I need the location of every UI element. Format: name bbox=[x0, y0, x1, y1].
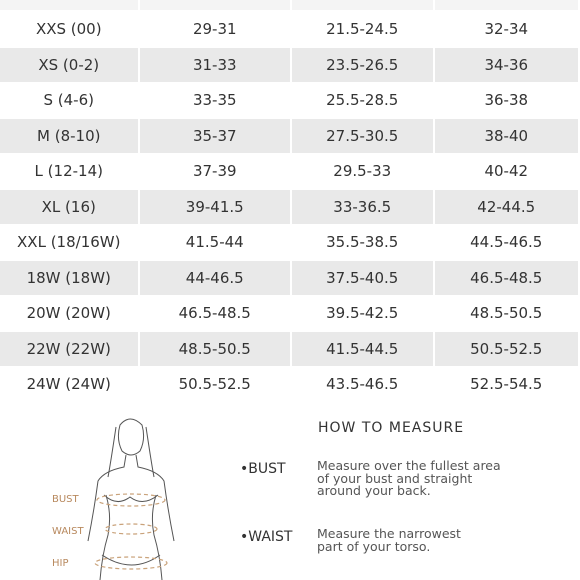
body-figure bbox=[87, 418, 175, 580]
cell: 32-34 bbox=[434, 12, 578, 46]
cell: XXL (18/16W) bbox=[0, 225, 138, 259]
item-text: Measure the narrowest bbox=[317, 526, 461, 541]
item-text: of your bust and straight bbox=[317, 470, 473, 486]
item-label: •BUST bbox=[240, 461, 286, 477]
cell: M (8-10) bbox=[0, 118, 138, 153]
cell: 20W (20W) bbox=[0, 296, 138, 330]
cell: XL (16) bbox=[0, 189, 138, 224]
cell: 24W (24W) bbox=[0, 367, 138, 401]
table-row: XS (0-2) 31-33 23.5-26.5 34-36 bbox=[0, 47, 580, 82]
cell: 35.5-38.5 bbox=[291, 225, 433, 259]
cell: 44-46.5 bbox=[139, 260, 290, 295]
section-title: HOW TO MEASURE bbox=[318, 420, 465, 436]
cell: 29.5-33 bbox=[291, 154, 433, 188]
cell: L (12-14) bbox=[0, 154, 138, 188]
cell: 39.5-42.5 bbox=[291, 296, 433, 330]
table-row: XL (16) 39-41.5 33-36.5 42-44.5 bbox=[0, 189, 580, 224]
cell: 50.5-52.5 bbox=[434, 331, 578, 366]
cell: 40-42 bbox=[434, 154, 578, 188]
cell: BUST(inch) bbox=[139, 0, 290, 10]
cell: 33-36.5 bbox=[291, 189, 433, 224]
table-row: 22W (22W) 48.5-50.5 41.5-44.5 50.5-52.5 bbox=[0, 331, 580, 366]
cell: 34-36 bbox=[434, 47, 578, 82]
cell: 23.5-26.5 bbox=[291, 47, 433, 82]
cell: XS (0-2) bbox=[0, 47, 138, 82]
cell: 43.5-46.5 bbox=[291, 367, 433, 401]
cell: 22W (22W) bbox=[0, 331, 138, 366]
item-text: part of your torso. bbox=[317, 538, 431, 554]
table-row: 18W (18W) 44-46.5 37.5-40.5 46.5-48.5 bbox=[0, 260, 580, 295]
cell: 41.5-44.5 bbox=[291, 331, 433, 366]
cell: 18W (18W) bbox=[0, 260, 138, 295]
item-label: •WAIST bbox=[240, 529, 293, 545]
cell: 46.5-48.5 bbox=[139, 296, 290, 330]
table-row: L (12-14) 37-39 29.5-33 40-42 bbox=[0, 154, 580, 188]
cell: XXS (00) bbox=[0, 12, 138, 46]
cell: 27.5-30.5 bbox=[291, 118, 433, 153]
cell: 36-38 bbox=[434, 83, 578, 117]
cell: WAIST(inch) bbox=[291, 0, 433, 10]
cell: 37.5-40.5 bbox=[291, 260, 433, 295]
cell: 41.5-44 bbox=[139, 225, 290, 259]
figure-label: BUST bbox=[52, 494, 79, 505]
cell: 37-39 bbox=[139, 154, 290, 188]
cell: 44.5-46.5 bbox=[434, 225, 578, 259]
figure-label: WAIST bbox=[52, 526, 84, 537]
table-row: XXL (18/16W) 41.5-44 35.5-38.5 44.5-46.5 bbox=[0, 225, 580, 259]
table-row: M (8-10) 35-37 27.5-30.5 38-40 bbox=[0, 118, 580, 153]
cell: 31-33 bbox=[139, 47, 290, 82]
cell: 29-31 bbox=[139, 12, 290, 46]
item-text: Measure over the fullest area bbox=[317, 458, 501, 473]
cell: 33-35 bbox=[139, 83, 290, 117]
cell: 21.5-24.5 bbox=[291, 12, 433, 46]
table-row: 24W (24W) 50.5-52.5 43.5-46.5 52.5-54.5 bbox=[0, 367, 580, 401]
item-text: around your back. bbox=[317, 483, 431, 498]
cell: 38-40 bbox=[434, 118, 578, 153]
cell: S (4-6) bbox=[0, 83, 138, 117]
cell: SIZE bbox=[0, 0, 138, 10]
cell: 42-44.5 bbox=[434, 189, 578, 224]
cell: 46.5-48.5 bbox=[434, 260, 578, 295]
cell: 50.5-52.5 bbox=[139, 367, 290, 401]
cell: 39-41.5 bbox=[139, 189, 290, 224]
cell: 48.5-50.5 bbox=[434, 296, 578, 330]
figure-label: HIP bbox=[52, 558, 69, 569]
cell: 35-37 bbox=[139, 118, 290, 153]
table-row: XXS (00) 29-31 21.5-24.5 32-34 bbox=[0, 12, 580, 46]
cell: 52.5-54.5 bbox=[434, 367, 578, 401]
cell: 48.5-50.5 bbox=[139, 331, 290, 366]
cell: HIP(inch) bbox=[434, 0, 578, 10]
table-row: S (4-6) 33-35 25.5-28.5 36-38 bbox=[0, 83, 580, 117]
table-row: 20W (20W) 46.5-48.5 39.5-42.5 48.5-50.5 bbox=[0, 296, 580, 330]
cell: 25.5-28.5 bbox=[291, 83, 433, 117]
header-row: SIZEBUST(inch)WAIST(inch)HIP(inch) bbox=[0, 0, 580, 10]
